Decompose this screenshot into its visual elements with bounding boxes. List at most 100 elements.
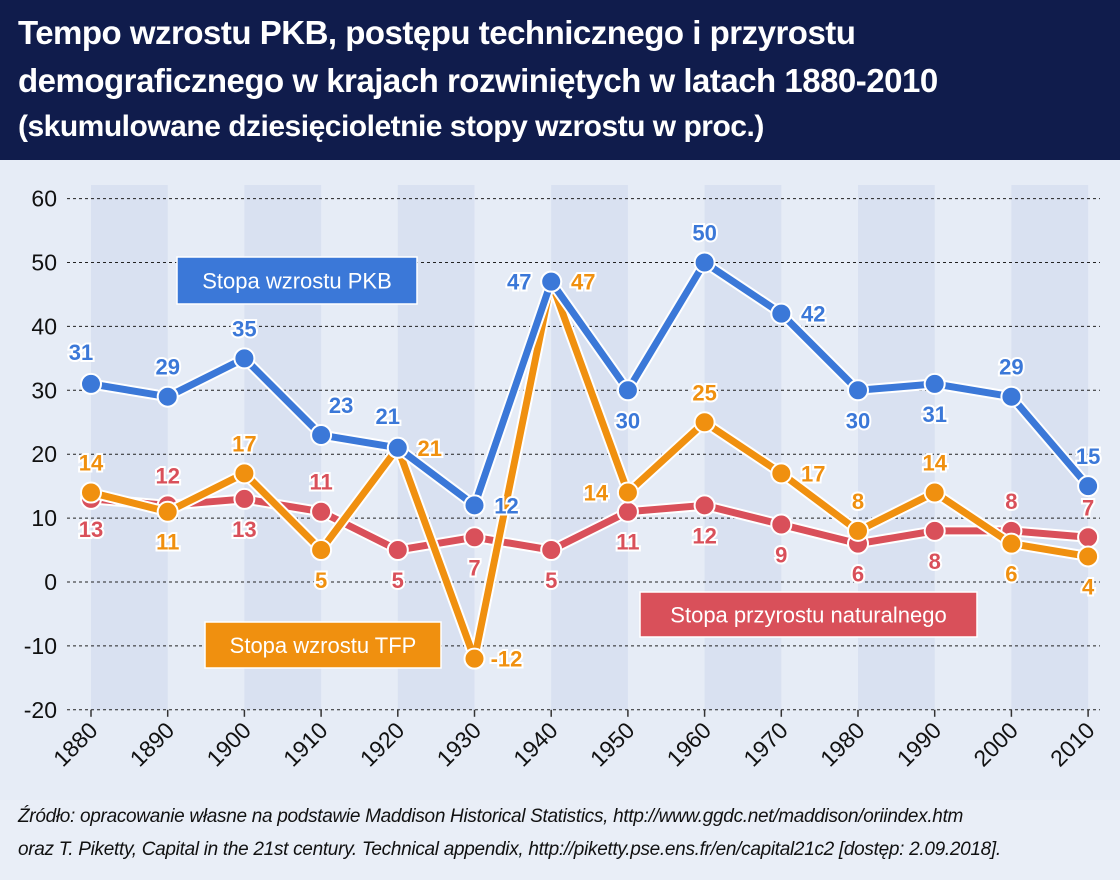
legend-label: Stopa wzrostu PKB [202, 269, 392, 294]
data-point [386, 539, 409, 562]
series-line [90, 495, 1089, 554]
data-label: 13 [232, 517, 256, 542]
data-point [1077, 475, 1100, 498]
data-point [693, 251, 716, 274]
y-tick-label: -20 [24, 697, 57, 723]
data-label: 31 [69, 340, 93, 365]
data-label: 7 [468, 555, 480, 580]
data-label: 30 [616, 408, 640, 433]
source-line-2: oraz T. Piketty, Capital in the 21st cen… [18, 839, 1001, 860]
data-label: 8 [1005, 489, 1017, 514]
data-label: 13 [79, 517, 103, 542]
source-note: Źródło: opracowanie własne na podstawie … [18, 800, 1001, 866]
data-label: 5 [545, 568, 557, 593]
data-label: 30 [846, 408, 870, 433]
data-label: 21 [418, 436, 442, 461]
data-label: 31 [922, 402, 946, 427]
data-label: 29 [155, 355, 179, 380]
data-point [693, 411, 716, 434]
data-label: 14 [584, 481, 609, 506]
data-point [540, 539, 563, 562]
data-point [616, 379, 639, 402]
data-label: 12 [155, 463, 179, 488]
data-point [847, 379, 869, 402]
data-label: 25 [692, 380, 716, 405]
data-label: 17 [801, 461, 825, 486]
data-label: 7 [1082, 495, 1094, 520]
y-tick-label: 40 [31, 313, 57, 339]
legend-label: Stopa wzrostu TFP [230, 633, 417, 658]
series-line [90, 278, 1089, 663]
column-band [91, 185, 168, 710]
series-tfp: 14 11 17 5 21 -12 47 14 25 17 8 14 6 4 [77, 268, 1100, 674]
data-label: 8 [852, 489, 864, 514]
y-tick-label: 10 [31, 505, 57, 531]
data-point [463, 526, 486, 549]
data-label: 11 [156, 530, 179, 555]
y-tick-label: 20 [31, 441, 57, 467]
series-pkb: 31 29 35 23 21 12 47 30 50 42 30 31 29 15 [67, 219, 1103, 521]
data-label: 35 [232, 316, 256, 341]
data-point [770, 513, 793, 536]
data-label: 6 [852, 562, 864, 587]
data-point [233, 347, 256, 370]
data-point [770, 302, 793, 325]
data-label: 12 [692, 523, 716, 548]
data-point [923, 481, 946, 504]
data-point [1000, 385, 1023, 408]
data-point [310, 539, 333, 562]
data-point [80, 372, 102, 395]
data-point [80, 481, 102, 504]
data-point [1077, 545, 1100, 568]
data-point [1077, 526, 1100, 549]
data-point [923, 372, 946, 395]
y-tick-label: -10 [24, 633, 57, 659]
data-label: 29 [999, 355, 1023, 380]
data-label: 9 [775, 542, 787, 567]
y-tick-label: 60 [31, 186, 57, 212]
data-point [693, 494, 716, 517]
data-label: 11 [616, 530, 639, 555]
data-point [233, 462, 256, 485]
data-label: 11 [309, 470, 332, 495]
data-point [1000, 532, 1023, 555]
header: Tempo wzrostu PKB, postępu technicznego … [0, 0, 1120, 160]
data-point [233, 487, 256, 510]
data-label: 4 [1082, 574, 1095, 599]
data-label: 5 [315, 568, 327, 593]
data-label: 8 [929, 549, 941, 574]
y-tick-label: 0 [44, 569, 57, 595]
legend-box [176, 256, 418, 305]
data-label: -12 [491, 647, 523, 672]
data-point [540, 270, 563, 293]
data-label: 47 [507, 270, 531, 295]
data-point [616, 481, 639, 504]
data-label: 14 [79, 451, 104, 476]
data-point [386, 436, 409, 459]
data-label: 5 [392, 568, 404, 593]
data-point [923, 519, 946, 542]
data-label: 23 [329, 393, 353, 418]
data-point [310, 424, 333, 447]
title-line-2: demograficznego w krajach rozwiniętych w… [18, 62, 938, 99]
data-point [463, 494, 486, 517]
data-point [156, 500, 179, 523]
y-tick-label: 30 [31, 377, 57, 403]
data-label: 6 [1005, 562, 1017, 587]
title-line-1: Tempo wzrostu PKB, postępu technicznego … [18, 14, 856, 51]
data-point [156, 385, 179, 408]
source-line-1: Źródło: opracowanie własne na podstawie … [18, 806, 964, 827]
legend-label: Stopa przyrostu naturalnego [670, 603, 946, 628]
legend-box [639, 591, 978, 638]
data-point [616, 500, 639, 523]
data-label: 12 [494, 493, 518, 518]
data-label: 21 [376, 404, 400, 429]
data-point [310, 500, 333, 523]
data-label: 14 [922, 451, 947, 476]
data-label: 50 [692, 221, 716, 246]
data-label: 15 [1076, 444, 1100, 469]
series-natural-growth: 13 12 13 11 5 7 5 11 12 9 6 8 8 7 [77, 461, 1100, 595]
data-point [847, 519, 869, 542]
data-point [770, 462, 793, 485]
